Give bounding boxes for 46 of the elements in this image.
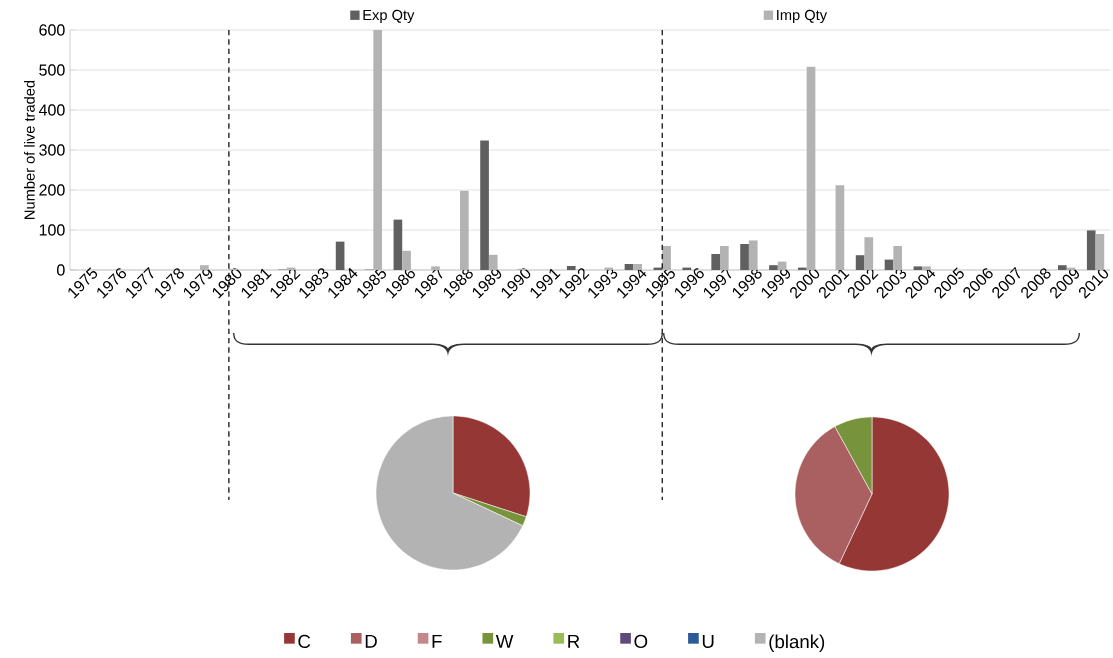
bar xyxy=(624,264,634,270)
bar xyxy=(740,244,749,270)
legend-label: R xyxy=(568,634,580,648)
legend-label: W xyxy=(495,634,514,648)
bar xyxy=(864,237,874,270)
bar xyxy=(913,266,923,270)
legend-label: F xyxy=(432,634,442,648)
bar xyxy=(1086,230,1096,270)
bar xyxy=(711,254,721,270)
y-axis-title: Number of live traded xyxy=(24,80,35,219)
bar xyxy=(662,246,671,270)
y-tick-label: 300 xyxy=(39,144,65,156)
y-tick-label: 400 xyxy=(38,104,65,116)
bar xyxy=(769,265,778,270)
bar xyxy=(335,241,345,270)
bar xyxy=(633,264,643,270)
y-tick-label: 0 xyxy=(57,264,65,276)
bar xyxy=(373,30,383,270)
legend-label: D xyxy=(365,634,377,648)
bar xyxy=(488,254,498,270)
bar xyxy=(748,240,758,270)
legend-label: (blank) xyxy=(769,634,825,652)
bar xyxy=(835,185,845,270)
bar xyxy=(720,246,729,270)
bar xyxy=(460,190,469,270)
bar xyxy=(806,66,816,270)
y-tick-label: 500 xyxy=(39,64,65,76)
legend-label: Exp Qty xyxy=(363,9,415,24)
y-tick-label: 600 xyxy=(39,24,65,36)
bar xyxy=(402,250,411,270)
legend-label: U xyxy=(702,634,714,648)
y-tick-label: 200 xyxy=(39,184,65,196)
bar xyxy=(480,140,489,270)
bar xyxy=(855,255,865,270)
bar xyxy=(566,266,576,270)
legend-label: Imp Qty xyxy=(777,9,828,24)
bar xyxy=(431,266,440,270)
y-tick-label: 100 xyxy=(39,224,65,236)
bar xyxy=(1095,234,1105,270)
bar xyxy=(922,266,931,270)
bar xyxy=(893,246,903,270)
legend-label: O xyxy=(634,634,648,649)
bar xyxy=(393,219,403,270)
bar xyxy=(1058,265,1067,270)
bar xyxy=(200,265,209,270)
legend-label: C xyxy=(298,634,311,649)
